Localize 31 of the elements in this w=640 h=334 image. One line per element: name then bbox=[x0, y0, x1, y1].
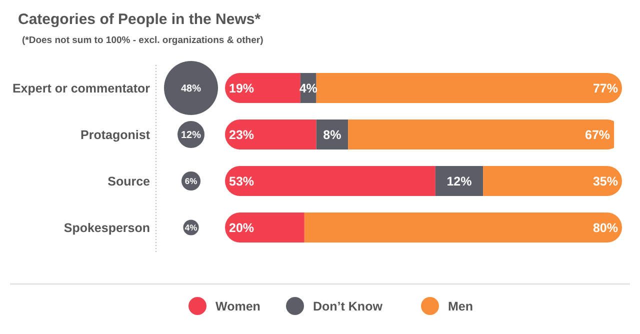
y-tick-label: Expert or commentator bbox=[12, 81, 150, 96]
text: (*Does not sum to 100% - excl. organizations & other) bbox=[22, 35, 264, 46]
bar bbox=[435, 166, 484, 196]
data-label: 53% bbox=[229, 174, 254, 188]
legend-label: Don’t Know bbox=[313, 299, 383, 314]
bar bbox=[225, 212, 304, 242]
y-tick-label: Protagonist bbox=[80, 128, 151, 142]
data-label: 67% bbox=[585, 128, 610, 142]
data-label: 48% bbox=[180, 84, 202, 94]
data-label: 80% bbox=[592, 220, 618, 235]
text: Categories of People in the News* bbox=[18, 11, 261, 28]
data-label: 12% bbox=[446, 174, 472, 188]
data-label: 6% bbox=[184, 176, 198, 186]
data-label: 4% bbox=[184, 222, 198, 232]
data-label: 8% bbox=[323, 128, 342, 142]
bar bbox=[304, 212, 622, 242]
y-tick-label: Source bbox=[108, 174, 150, 188]
bar bbox=[483, 166, 622, 196]
legend-label: Women bbox=[216, 299, 260, 314]
bar bbox=[316, 73, 622, 103]
y-tick-label: Spokesperson bbox=[64, 220, 150, 235]
data-label: 20% bbox=[229, 220, 254, 235]
bar bbox=[225, 166, 436, 196]
data-label: 19% bbox=[229, 81, 254, 96]
bar bbox=[348, 120, 614, 150]
legend-label: Men bbox=[448, 299, 473, 314]
bar bbox=[225, 120, 316, 150]
data-label: 12% bbox=[180, 130, 202, 141]
data-label: 35% bbox=[592, 174, 618, 188]
data-label: 23% bbox=[229, 128, 254, 142]
data-label: 77% bbox=[592, 81, 618, 96]
